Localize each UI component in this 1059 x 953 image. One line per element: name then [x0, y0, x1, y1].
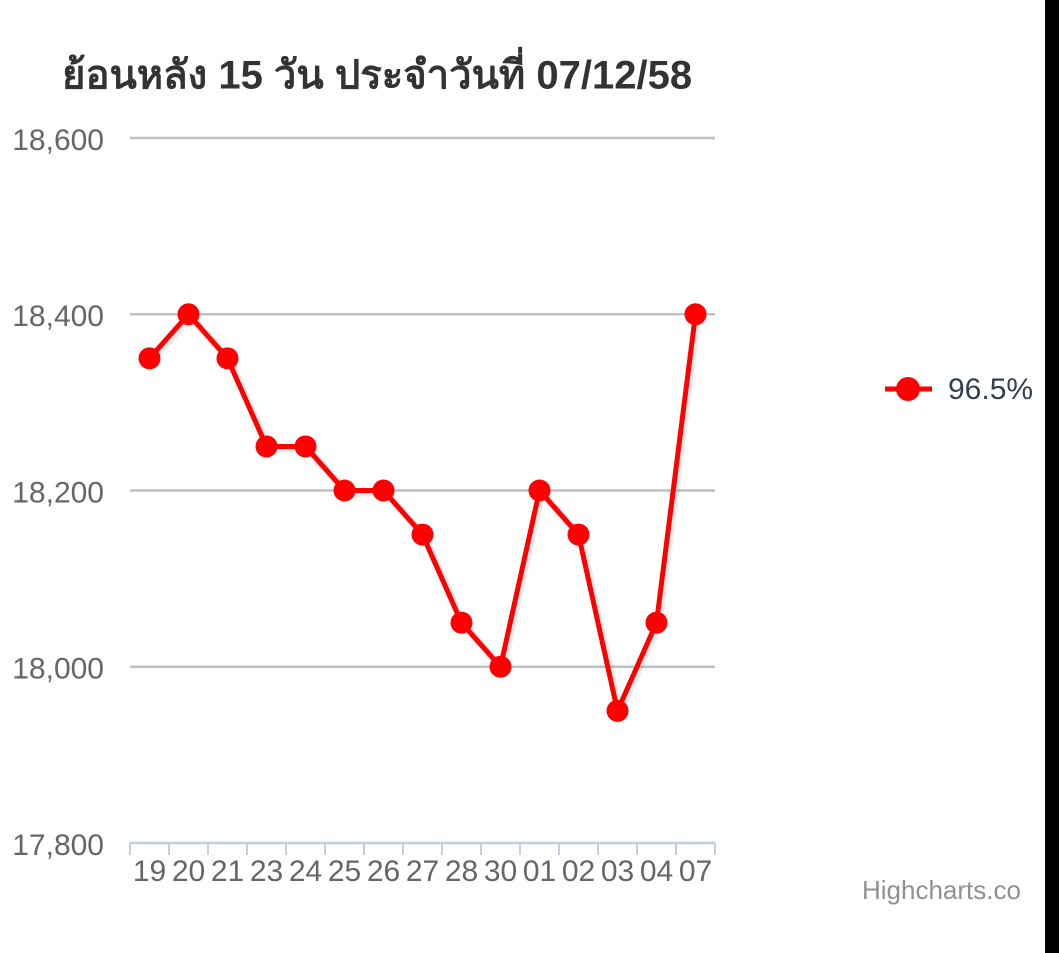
x-tick-label: 04: [640, 855, 673, 888]
point: [567, 523, 590, 546]
point: [528, 479, 551, 502]
x-tick-label: 24: [289, 855, 322, 888]
x-tick-label: 26: [367, 855, 400, 888]
x-tick-label: 19: [133, 855, 166, 888]
credits[interactable]: Highcharts.co: [862, 875, 1021, 905]
x-tick-label: 30: [484, 855, 517, 888]
point: [606, 699, 629, 722]
x-tick-label: 28: [445, 855, 478, 888]
legend-label[interactable]: 96.5%: [948, 373, 1033, 406]
y-tick-label: 18,600: [12, 124, 104, 157]
point: [489, 655, 512, 678]
x-tick-label: 01: [523, 855, 556, 888]
legend-marker: [896, 377, 920, 401]
point: [216, 347, 239, 370]
x-tick-label: 20: [172, 855, 205, 888]
x-tick-label: 23: [250, 855, 283, 888]
point: [294, 435, 317, 458]
screen-edge: [1045, 0, 1059, 953]
y-tick-label: 18,200: [12, 476, 104, 509]
point: [333, 479, 356, 502]
x-tick-label: 25: [328, 855, 361, 888]
y-tick-label: 17,800: [12, 829, 104, 862]
x-tick-label: 07: [679, 855, 712, 888]
x-tick-label: 03: [601, 855, 634, 888]
point: [645, 611, 668, 634]
x-tick-label: 21: [211, 855, 244, 888]
y-tick-label: 18,400: [12, 300, 104, 333]
point: [177, 303, 200, 326]
point: [411, 523, 434, 546]
point: [255, 435, 278, 458]
point: [684, 303, 707, 326]
y-tick-label: 18,000: [12, 653, 104, 686]
point: [450, 611, 473, 634]
point: [372, 479, 395, 502]
point: [138, 347, 161, 370]
chart-title: ย้อนหลัง 15 วัน ประจำวันที่ 07/12/58: [62, 47, 692, 98]
x-tick-label: 02: [562, 855, 595, 888]
x-tick-label: 27: [406, 855, 439, 888]
